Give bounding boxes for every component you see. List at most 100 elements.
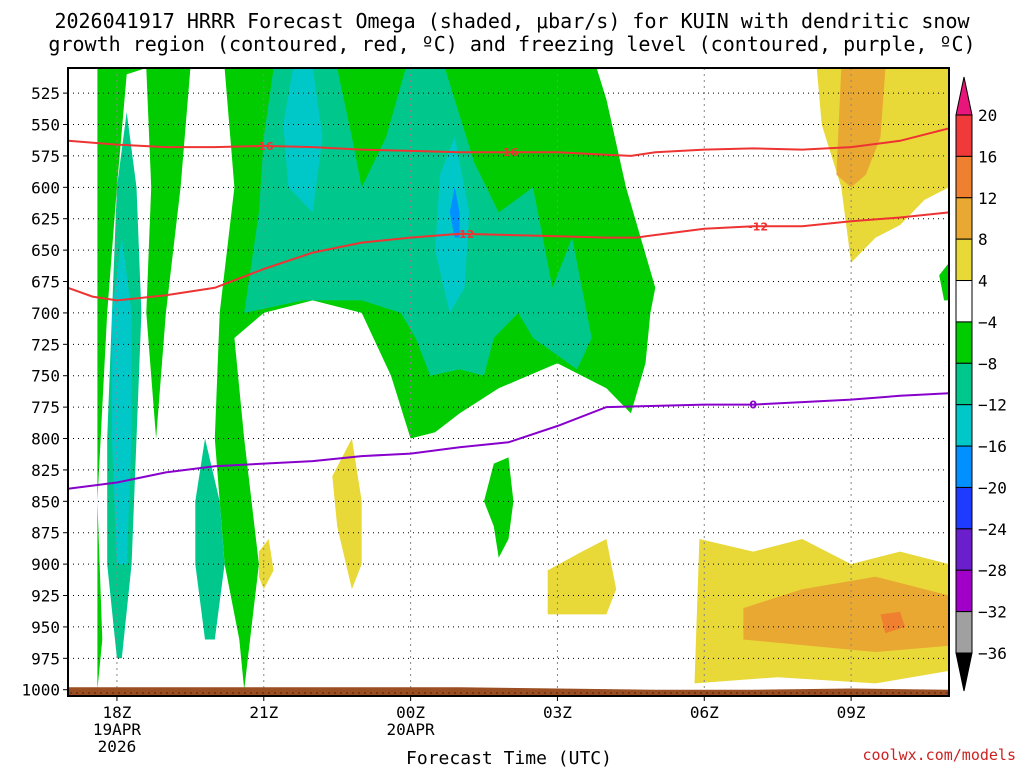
- omega-region-2: [195, 438, 225, 640]
- terrain-dot: [760, 692, 762, 694]
- omega-region-11: [258, 539, 274, 590]
- terrain-dot: [502, 692, 504, 694]
- colorbar-label-1: 16: [978, 147, 997, 166]
- terrain-dot: [664, 692, 666, 694]
- terrain-dot: [544, 692, 546, 694]
- terrain-dot: [832, 692, 834, 694]
- terrain-dot: [292, 692, 294, 694]
- terrain-dot: [706, 692, 708, 694]
- terrain-dot: [802, 692, 804, 694]
- terrain-dot: [364, 692, 366, 694]
- y-tick-label-850: 850: [31, 492, 60, 511]
- terrain-dot: [412, 692, 414, 694]
- terrain-dot: [754, 692, 756, 694]
- terrain-dot: [730, 692, 732, 694]
- terrain-dot: [304, 692, 306, 694]
- terrain-dot: [844, 692, 846, 694]
- colorbar-label-12: −32: [978, 603, 1007, 622]
- terrain-dot: [418, 692, 420, 694]
- terrain-dot: [400, 692, 402, 694]
- terrain-dot: [766, 692, 768, 694]
- terrain-dot: [622, 692, 624, 694]
- omega-region-6: [435, 137, 470, 313]
- colorbar: 20 16 12 8 4 −4 −8 −12 −16 −20 −24 −28 −32 −36: [955, 76, 1007, 692]
- terrain-dot: [460, 692, 462, 694]
- terrain-dot: [352, 692, 354, 694]
- terrain-dot: [436, 692, 438, 694]
- terrain-dot: [688, 692, 690, 694]
- terrain-dot: [172, 692, 174, 694]
- terrain-dot: [346, 692, 348, 694]
- terrain-dot: [748, 692, 750, 694]
- contour-lines: -16 -16 -12 -12 0: [68, 127, 949, 490]
- x-tick-label-18Z-2: 2026: [98, 737, 137, 756]
- omega-region-5: [283, 68, 323, 213]
- colorbar-bin-4-8: [955, 238, 973, 282]
- terrain-dot: [592, 692, 594, 694]
- terrain-dot: [568, 692, 570, 694]
- terrain-dot: [652, 692, 654, 694]
- y-tick-label-700: 700: [31, 304, 60, 323]
- terrain-dot: [898, 692, 900, 694]
- credit-text: coolwx.com/models: [862, 746, 1016, 764]
- terrain-dot: [280, 692, 282, 694]
- colorbar-label-6: −8: [978, 354, 997, 373]
- terrain-dot: [772, 692, 774, 694]
- y-tick-label-725: 725: [31, 335, 60, 354]
- terrain-dot: [142, 692, 144, 694]
- terrain-dot: [598, 692, 600, 694]
- terrain-dot: [670, 692, 672, 694]
- terrain-dot: [160, 692, 162, 694]
- colorbar-label-9: −20: [978, 478, 1007, 497]
- chart-title-line2: growth region (contoured, red, ºC) and f…: [48, 32, 975, 56]
- terrain-dot: [178, 692, 180, 694]
- terrain-dot: [742, 692, 744, 694]
- terrain-dot: [196, 692, 198, 694]
- omega-region-15: [880, 611, 905, 634]
- x-tick-label-21Z-0: 21Z: [249, 703, 278, 722]
- y-tick-label-925: 925: [31, 587, 60, 606]
- terrain-dot: [646, 692, 648, 694]
- terrain-dot: [478, 692, 480, 694]
- terrain-dot: [286, 692, 288, 694]
- terrain-dot: [916, 692, 918, 694]
- terrain-dot: [640, 692, 642, 694]
- terrain-dot: [778, 692, 780, 694]
- colorbar-bin--36--32: [955, 611, 973, 654]
- terrain-dot: [514, 692, 516, 694]
- terrain-dot: [316, 692, 318, 694]
- colorbar-bin--12--8: [955, 362, 973, 406]
- terrain-dot: [130, 692, 132, 694]
- colorbar-bin-8-12: [955, 197, 973, 240]
- dendritic-label-0: -16: [254, 140, 274, 153]
- x-tick-label-18Z-0: 18Z: [102, 703, 131, 722]
- terrain-dot: [676, 692, 678, 694]
- y-axis: 525 550 575 600 625 650 675 700 725 750 775 800 825 8…: [21, 84, 68, 700]
- colorbar-over-arrow: [955, 76, 973, 116]
- terrain-dot: [922, 692, 924, 694]
- terrain-dot: [784, 692, 786, 694]
- colorbar-bin--16--12: [955, 404, 973, 447]
- terrain-dot: [934, 692, 936, 694]
- x-axis-label: Forecast Time (UTC): [406, 748, 612, 768]
- x-tick-label-18Z-1: 19APR: [93, 720, 142, 739]
- terrain-dot: [202, 692, 204, 694]
- dendritic-line-2: [68, 211, 949, 302]
- terrain-dot: [208, 692, 210, 694]
- terrain-dot: [448, 692, 450, 694]
- colorbar-label-13: −36: [978, 644, 1007, 663]
- terrain-dot: [604, 692, 606, 694]
- terrain-dot: [610, 692, 612, 694]
- terrain-dot: [532, 692, 534, 694]
- terrain-dot: [484, 692, 486, 694]
- terrain-dot: [370, 692, 372, 694]
- omega-region-8: [484, 457, 514, 558]
- omega-region-7: [449, 187, 460, 238]
- colorbar-label-3: 8: [978, 230, 988, 249]
- terrain-dot: [244, 692, 246, 694]
- terrain-dot: [328, 692, 330, 694]
- terrain-dot: [850, 692, 852, 694]
- terrain-dot: [274, 692, 276, 694]
- terrain-dot: [790, 692, 792, 694]
- terrain-dot: [724, 692, 726, 694]
